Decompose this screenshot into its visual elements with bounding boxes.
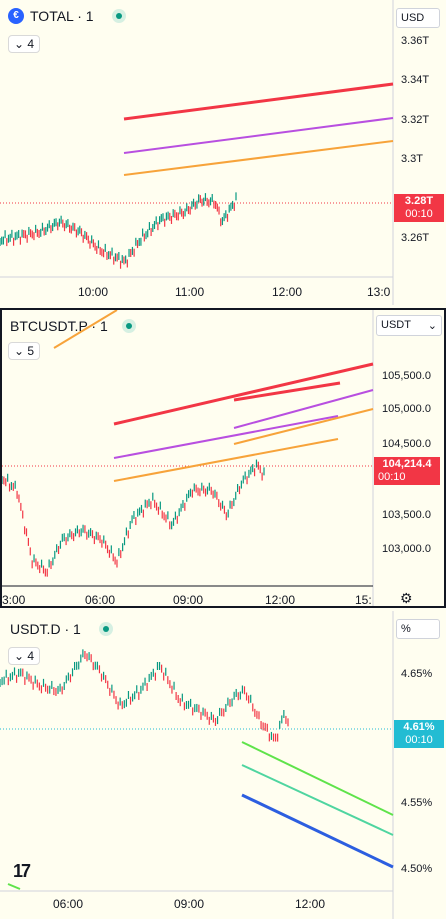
time-tick: 12:00: [272, 285, 303, 299]
current-price: 3.28T: [404, 195, 434, 207]
currency-selector[interactable]: %: [396, 619, 440, 639]
trendline-teal: [241, 764, 394, 836]
time-tick: 06:00: [53, 897, 84, 911]
price-tick: 105,500.0: [382, 370, 431, 382]
trendline-red: [123, 82, 394, 121]
chart-canvas-btcusdt[interactable]: [2, 310, 444, 606]
market-status-dot-icon: [98, 622, 113, 636]
trendline-purple-short: [233, 389, 374, 429]
time-tick: 13:0: [367, 285, 391, 299]
currency-label: USDT: [381, 319, 411, 331]
time-tick: 10:00: [78, 285, 109, 299]
market-status-dot-icon: [121, 319, 136, 333]
price-tick: 4.50%: [401, 863, 433, 875]
currency-label: USD: [401, 12, 425, 24]
trendline-red-short: [233, 381, 341, 402]
symbol-title[interactable]: BTCUSDT.P · 1: [10, 318, 108, 334]
currency-label: %: [401, 623, 411, 635]
trendline-orange-short: [233, 408, 374, 445]
chart-panel-btcusdt[interactable]: BTCUSDT.P · 1 ⌄ 5 USDT ⌄ 105,500.0 105,0…: [0, 308, 446, 608]
bar-countdown: 00:10: [378, 471, 406, 483]
trendline-purple: [123, 117, 394, 154]
current-price: 4.61%: [403, 721, 435, 733]
time-tick: 3:00: [2, 593, 26, 607]
trendline-purple: [113, 415, 339, 459]
price-tick: 103,000.0: [382, 543, 431, 555]
indicator-collapse-button[interactable]: ⌄ 4: [8, 647, 41, 665]
price-series-total: [0, 192, 237, 269]
market-status-dot-icon: [111, 9, 126, 23]
price-tick: 3.3T: [401, 153, 424, 165]
current-price: 104,214.4: [382, 458, 432, 470]
indicator-count: 5: [27, 344, 35, 358]
time-tick: 12:00: [295, 897, 326, 911]
indicator-count: 4: [27, 37, 35, 51]
trendline-orange: [113, 438, 339, 482]
symbol-header[interactable]: € TOTAL · 1: [8, 8, 126, 24]
time-tick: 11:00: [175, 285, 205, 299]
time-tick: 06:00: [85, 593, 116, 607]
price-series-btcusdt: [2, 459, 265, 577]
price-tick: 103,500.0: [382, 509, 431, 521]
chart-panel-usdtd[interactable]: USDT.D · 1 ⌄ 4 % 4.65% 4.55% 4.50% 4.61%…: [0, 611, 446, 919]
indicator-count: 4: [27, 649, 35, 663]
currency-selector[interactable]: USDT ⌄: [376, 315, 442, 336]
time-tick: 09:00: [173, 593, 204, 607]
price-series-usdtd: [0, 649, 289, 742]
price-tick: 3.26T: [401, 232, 430, 244]
indicator-collapse-button[interactable]: ⌄ 5: [8, 342, 41, 360]
price-tick: 3.34T: [401, 74, 430, 86]
current-price-label: 3.28T 00:10: [394, 194, 444, 222]
chevron-down-icon: ⌄: [14, 37, 25, 51]
chevron-down-icon: ⌄: [14, 344, 25, 358]
price-tick: 4.55%: [401, 797, 433, 809]
settings-gear-icon[interactable]: ⚙: [400, 590, 413, 606]
bar-countdown: 00:10: [405, 208, 433, 220]
symbol-header[interactable]: USDT.D · 1: [10, 621, 113, 637]
current-price-label: 4.61% 00:10: [394, 720, 444, 748]
trendline-orange-top: [53, 310, 118, 349]
time-tick: 15:: [355, 593, 372, 607]
price-tick: 3.36T: [401, 35, 430, 47]
bar-countdown: 00:10: [405, 734, 433, 746]
symbol-title[interactable]: TOTAL · 1: [30, 8, 94, 24]
time-tick: 09:00: [174, 897, 205, 911]
time-tick: 12:00: [265, 593, 296, 607]
symbol-title[interactable]: USDT.D · 1: [10, 621, 81, 637]
symbol-header[interactable]: BTCUSDT.P · 1: [10, 318, 136, 334]
trendline-orange: [123, 140, 394, 176]
chevron-down-icon: ⌄: [427, 320, 437, 332]
indicator-collapse-button[interactable]: ⌄ 4: [8, 35, 41, 53]
trendline-green: [241, 741, 394, 816]
price-tick: 105,000.0: [382, 403, 431, 415]
trendline-green-stub: [7, 883, 21, 890]
current-price-label: 104,214.4 00:10: [374, 457, 440, 485]
chart-canvas-usdtd[interactable]: [0, 611, 446, 919]
chevron-down-icon: ⌄: [14, 649, 25, 663]
price-tick: 104,500.0: [382, 438, 431, 450]
tradingview-logo-icon[interactable]: 17: [13, 861, 31, 881]
price-tick: 3.32T: [401, 114, 430, 126]
chart-panel-total[interactable]: € TOTAL · 1 ⌄ 4 USD 3.36T 3.34T 3.32T 3.…: [0, 0, 446, 305]
currency-selector[interactable]: USD: [396, 8, 440, 28]
chart-canvas-total[interactable]: [0, 0, 446, 305]
coin-logo-icon: €: [8, 8, 24, 24]
trendline-blue: [241, 793, 394, 869]
trendline-red: [113, 362, 374, 426]
price-tick: 4.65%: [401, 668, 433, 680]
